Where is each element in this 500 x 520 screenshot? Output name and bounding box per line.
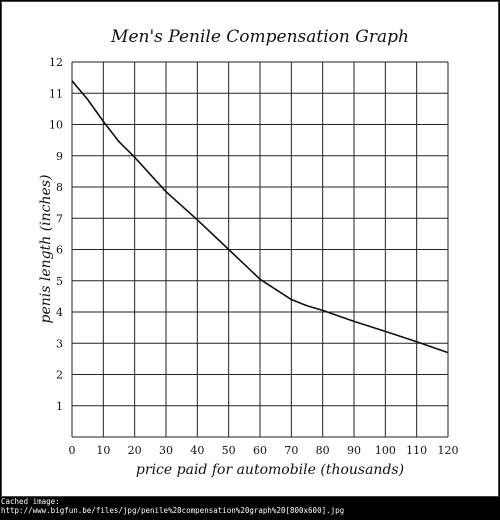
tick-labels: 0 10 20 30 40 50 60 70 80 90 100 110 120123456789101… xyxy=(49,56,459,457)
x-tick-50: 50 xyxy=(222,444,236,457)
chart-title: Men's Penile Compensation Graph xyxy=(110,27,409,47)
x-axis-label: price paid for automobile (thousands) xyxy=(136,462,404,478)
y-tick-1: 1 xyxy=(56,400,63,413)
y-tick-5: 5 xyxy=(56,275,63,288)
x-tick-40: 40 xyxy=(190,444,204,457)
x-tick-80: 80 xyxy=(316,444,330,457)
y-tick-12: 12 xyxy=(49,56,63,69)
y-tick-8: 8 xyxy=(56,181,63,194)
y-tick-3: 3 xyxy=(56,337,63,350)
x-tick-90: 90 xyxy=(347,444,361,457)
x-tick-120: 120 xyxy=(438,444,459,457)
footer-url: http://www.bigfun.be/files/jpg/penile%20… xyxy=(1,506,345,515)
footer-caption: Cached image: xyxy=(1,497,60,506)
chart-frame: Men's Penile Compensation Graph 0 10 20 30 4… xyxy=(1,1,499,497)
y-tick-9: 9 xyxy=(56,150,63,163)
x-tick-60: 60 xyxy=(253,444,267,457)
x-tick-20: 20 xyxy=(128,444,142,457)
data-line xyxy=(71,80,449,354)
x-tick-70: 70 xyxy=(284,444,298,457)
x-tick-110: 110 xyxy=(406,444,427,457)
penile-compensation-chart: Men's Penile Compensation Graph 0 10 20 30 4… xyxy=(38,27,459,478)
x-tick-10: 10 xyxy=(96,444,110,457)
x-tick-0: 0 xyxy=(69,444,76,457)
y-tick-4: 4 xyxy=(56,306,63,319)
y-tick-10: 10 xyxy=(49,119,63,132)
x-tick-100: 100 xyxy=(375,444,396,457)
cached-image-footer: Cached image: http://www.bigfun.be/files… xyxy=(0,497,500,520)
x-tick-30: 30 xyxy=(159,444,173,457)
y-tick-6: 6 xyxy=(56,244,63,257)
y-axis-label: penis length (inches) xyxy=(38,175,54,324)
y-tick-11: 11 xyxy=(49,87,63,100)
y-tick-2: 2 xyxy=(56,369,63,382)
grid xyxy=(71,61,449,438)
y-tick-7: 7 xyxy=(56,212,63,225)
